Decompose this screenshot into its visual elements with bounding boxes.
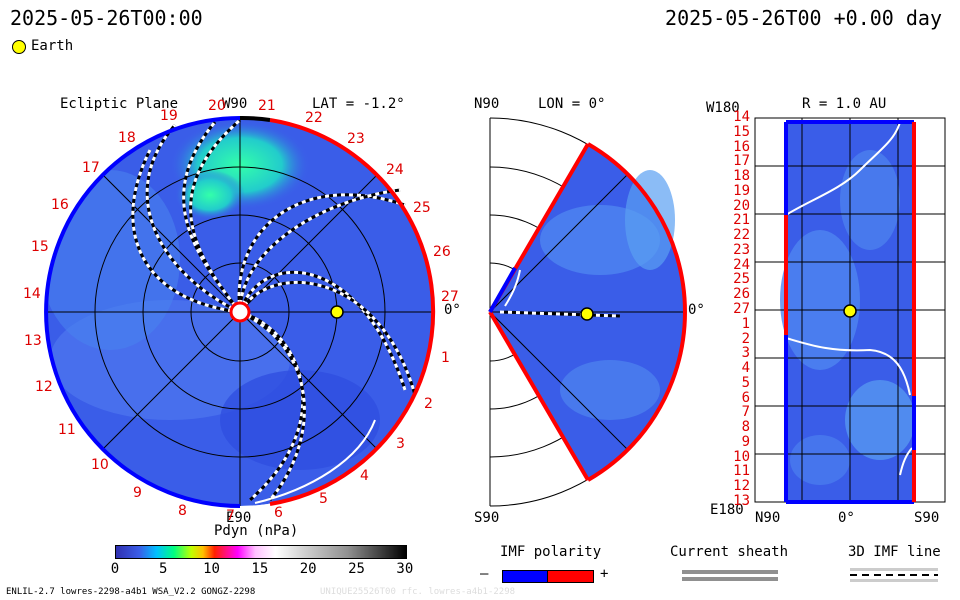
footer-left: ENLIL-2.7 lowres-2298-a4b1 WSA_V2.2 GONG… (6, 587, 256, 597)
colorbar-tick-label: 25 (348, 561, 365, 577)
carrington-3: 3 (396, 436, 405, 452)
imf-polarity-label: IMF polarity (500, 544, 602, 560)
carrington-6: 6 (274, 505, 283, 521)
colorbar-tick-label: 10 (203, 561, 220, 577)
current-sheath-label: Current sheath (670, 544, 789, 560)
meridional-earth-marker (580, 307, 594, 321)
colorbar-tick-label: 5 (159, 561, 168, 577)
rmap-x-left: N90 (755, 510, 781, 526)
carrington-8: 8 (178, 503, 187, 519)
carrington-27: 27 (441, 289, 459, 305)
rmap-row-label: 20 (733, 197, 750, 214)
imf-plus: + (600, 566, 609, 582)
current-sheath-line-1 (682, 570, 778, 574)
carrington-16: 16 (51, 197, 69, 213)
rmap-row-label: 9 (741, 433, 750, 450)
carrington-1: 1 (441, 350, 450, 366)
carrington-12: 12 (35, 379, 53, 395)
rmap-row-label: 6 (741, 389, 750, 406)
colorbar-tick-label: 30 (396, 561, 414, 577)
rmap-row-label: 11 (733, 463, 750, 480)
ecliptic-lat: LAT = -1.2° (312, 96, 405, 112)
meridional-bottom-label: S90 (474, 510, 500, 526)
footer-right: UNIQUE25526T00 rfc. lowres-a4b1-2298 (320, 587, 516, 597)
earth-legend-label: Earth (31, 38, 74, 54)
rmap-row-label: 22 (733, 227, 750, 244)
imf-line-label: 3D IMF line (848, 544, 941, 560)
rmap-row-label: 7 (741, 404, 750, 421)
rmap-x-mid: 0° (838, 510, 855, 526)
imf-negative-swatch (502, 570, 549, 583)
carrington-13: 13 (24, 333, 42, 349)
rmap-row-label: 25 (733, 271, 750, 288)
sun-marker (229, 301, 251, 323)
rmap-row-label: 12 (733, 478, 750, 495)
carrington-7: 7 (226, 508, 235, 524)
rmap-earth-marker (843, 304, 857, 318)
colorbar-label: Pdyn (nPa) (214, 523, 299, 539)
rmap-row-label: 15 (733, 123, 750, 140)
carrington-17: 17 (82, 160, 100, 176)
current-sheath-line-2 (682, 577, 778, 581)
carrington-10: 10 (91, 457, 109, 473)
imf-positive-swatch (547, 570, 594, 583)
ecliptic-right-label: 0° (444, 302, 461, 318)
rmap-row-label: 1 (741, 315, 750, 332)
earth-marker (330, 305, 344, 319)
rmap-row-label: 24 (733, 256, 750, 273)
rmap-row-label: 5 (741, 374, 750, 391)
rmap-row-label: 17 (733, 153, 750, 170)
carrington-2: 2 (424, 396, 433, 412)
ecliptic-top-label: W90 (222, 96, 248, 112)
imf-minus: – (480, 566, 489, 582)
carrington-5: 5 (319, 491, 328, 507)
rmap-bottom-left-label: E180 (710, 502, 744, 518)
ecliptic-title: Ecliptic Plane (60, 96, 179, 112)
carrington-11: 11 (58, 422, 76, 438)
rmap-row-label: 14 (733, 109, 750, 125)
rmap-row-label: 4 (741, 360, 750, 377)
rmap-row-label: 18 (733, 168, 750, 185)
colorbar-tick-label: 0 (110, 561, 120, 577)
rmap-row-label: 19 (733, 182, 750, 199)
carrington-15: 15 (31, 239, 49, 255)
earth-legend-icon (12, 40, 26, 54)
rmap-row-label: 27 (733, 301, 750, 317)
carrington-22: 22 (305, 110, 323, 126)
carrington-20: 20 (208, 98, 226, 114)
colorbar-tick-label: 20 (299, 561, 317, 577)
rmap-row-label: 3 (741, 345, 750, 362)
rmap-row-label: 8 (741, 419, 750, 436)
imf-line-swatch (850, 568, 938, 582)
meridional-right-label: 0° (688, 302, 705, 318)
carrington-14: 14 (23, 286, 41, 302)
carrington-24: 24 (386, 162, 404, 178)
meridional-lon: LON = 0° (538, 96, 606, 112)
rmap-top-left-label: W180 (706, 100, 740, 116)
ecliptic-bottom-label: E90 (226, 510, 252, 526)
carrington-21: 21 (258, 98, 276, 114)
carrington-4: 4 (360, 468, 369, 484)
carrington-18: 18 (118, 130, 136, 146)
rmap-row-label: 21 (733, 212, 750, 229)
rmap-row-label: 2 (741, 330, 750, 347)
rmap-row-label: 26 (733, 286, 750, 303)
rmap-row-label: 10 (733, 448, 750, 465)
rmap-r-label: R = 1.0 AU (802, 96, 887, 112)
colorbar (115, 545, 407, 559)
carrington-19: 19 (160, 108, 178, 124)
rmap-x-right: S90 (914, 510, 940, 526)
carrington-26: 26 (433, 244, 451, 260)
colorbar-tick-label: 15 (251, 561, 269, 577)
rmap-row-label: 16 (733, 138, 750, 155)
carrington-23: 23 (347, 131, 365, 147)
rmap-row-label: 13 (733, 493, 750, 509)
rmap-row-label: 23 (733, 241, 750, 258)
carrington-25: 25 (413, 200, 431, 216)
left-timestamp: 2025-05-26T00:00 (10, 6, 203, 30)
meridional-top-label: N90 (474, 96, 500, 112)
carrington-9: 9 (133, 485, 142, 501)
right-timestamp: 2025-05-26T00 +0.00 day (665, 6, 942, 30)
